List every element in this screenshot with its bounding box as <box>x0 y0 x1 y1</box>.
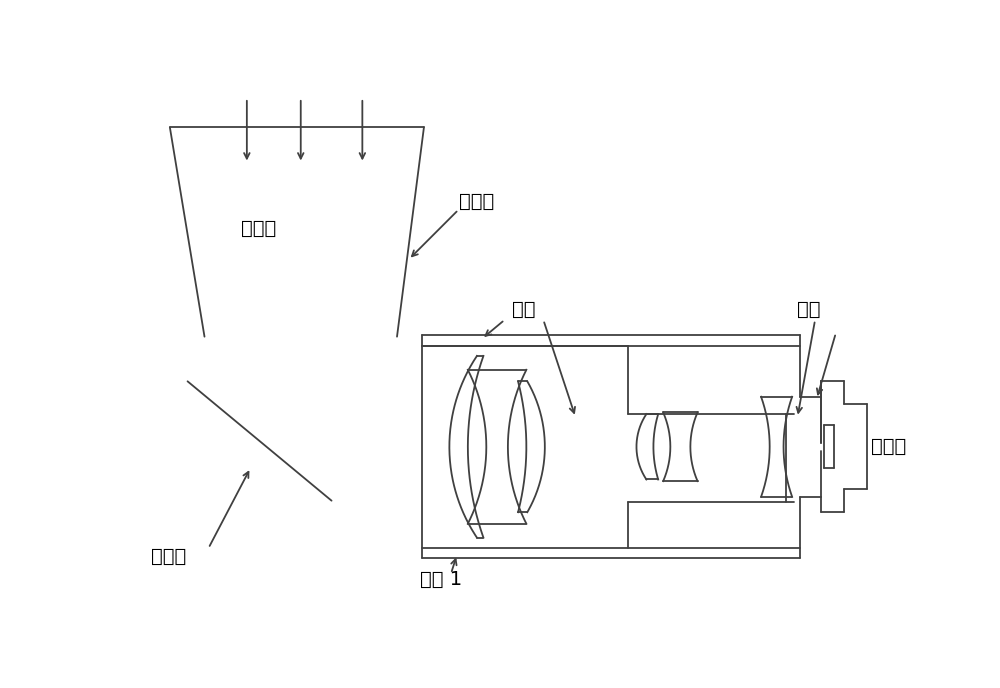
Text: 遮光罩: 遮光罩 <box>459 193 494 211</box>
Text: 透镜 1: 透镜 1 <box>420 570 462 589</box>
Text: 探测器: 探测器 <box>871 438 906 456</box>
Text: 镜筒: 镜筒 <box>512 300 536 319</box>
Text: 冷屏: 冷屏 <box>797 300 821 319</box>
Text: 入光口: 入光口 <box>241 219 276 238</box>
Text: 反射镜: 反射镜 <box>151 546 186 566</box>
